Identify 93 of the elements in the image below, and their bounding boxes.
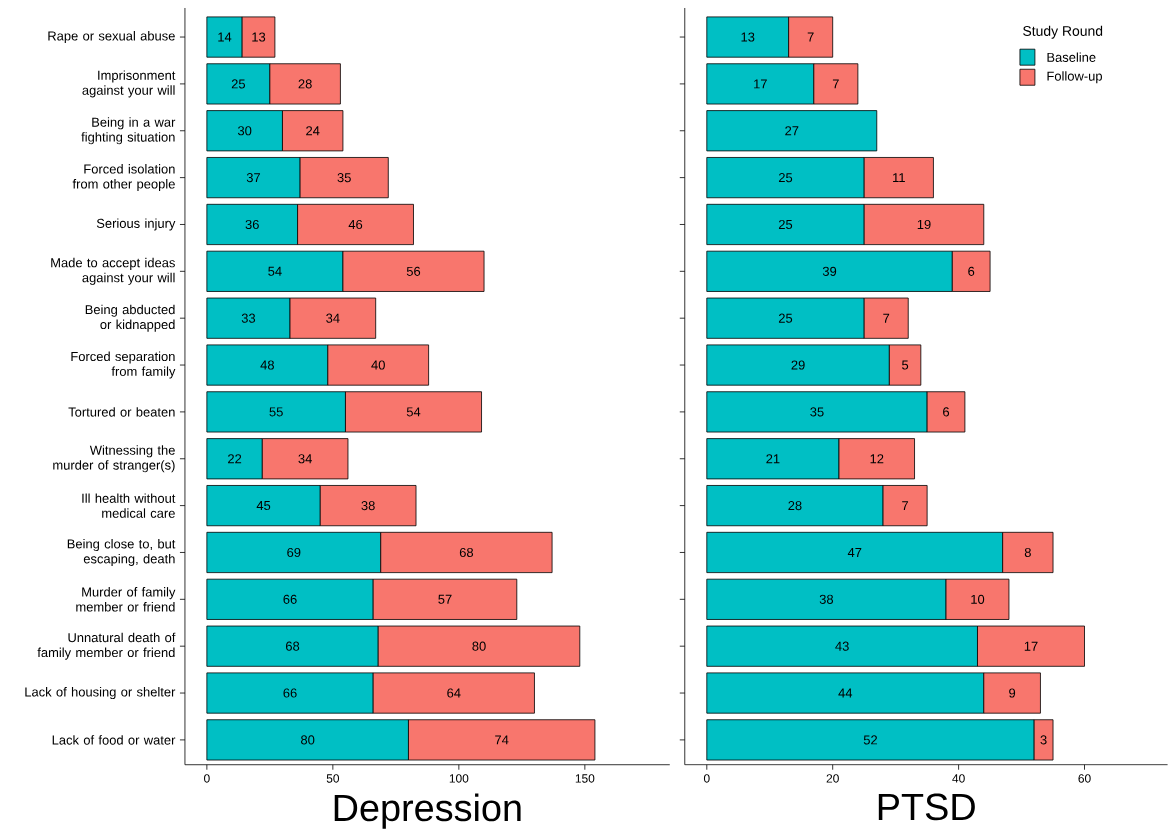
data-label: 34 bbox=[298, 454, 312, 464]
data-label: 11 bbox=[893, 173, 905, 183]
data-label: 38 bbox=[361, 500, 375, 511]
data-label: 12 bbox=[870, 454, 884, 464]
data-label: 6 bbox=[943, 407, 950, 417]
data-label: 3 bbox=[1040, 735, 1047, 745]
x-axis-title: Depression bbox=[334, 793, 521, 829]
data-label: 14 bbox=[218, 32, 232, 42]
data-label: 25 bbox=[778, 219, 793, 229]
data-label: 43 bbox=[835, 641, 849, 651]
data-label: 7 bbox=[902, 501, 909, 511]
data-label: 25 bbox=[231, 79, 246, 89]
y-tick-label: Being in a war fighting situation bbox=[81, 117, 176, 145]
data-label: 21 bbox=[766, 454, 780, 464]
x-tick-label: 20 bbox=[826, 774, 839, 783]
data-label: 6 bbox=[968, 266, 975, 276]
data-label: 30 bbox=[237, 126, 252, 136]
data-label: 27 bbox=[785, 126, 799, 136]
x-tick-label: 0 bbox=[703, 774, 710, 783]
y-tick-label: Forced isolation from other people bbox=[72, 164, 175, 192]
y-tick-label: Ill health without medical care bbox=[82, 493, 176, 518]
data-label: 80 bbox=[472, 641, 486, 651]
data-label: 45 bbox=[256, 501, 271, 511]
data-label: 55 bbox=[269, 407, 283, 417]
data-label: 44 bbox=[838, 688, 853, 698]
legend-label: Follow-up bbox=[1047, 71, 1102, 84]
x-tick-label: 100 bbox=[449, 774, 469, 783]
data-label: 29 bbox=[791, 360, 805, 370]
data-label: 19 bbox=[917, 219, 931, 229]
data-label: 52 bbox=[863, 735, 878, 745]
data-label: 25 bbox=[778, 172, 793, 183]
legend-label: Baseline bbox=[1047, 52, 1096, 62]
data-label: 22 bbox=[228, 454, 242, 464]
data-label: 48 bbox=[260, 360, 274, 370]
data-label: 64 bbox=[447, 688, 461, 698]
y-tick-label: Lack of food or water bbox=[52, 735, 176, 745]
y-tick-label: Being close to, but escaping, death bbox=[67, 538, 176, 566]
data-label: 5 bbox=[902, 360, 909, 370]
data-label: 80 bbox=[301, 735, 315, 745]
data-label: 7 bbox=[883, 313, 890, 323]
legend-title: Study Round bbox=[1023, 25, 1103, 39]
data-label: 25 bbox=[778, 313, 793, 323]
x-axis-title: PTSD bbox=[878, 793, 975, 821]
data-label: 66 bbox=[283, 688, 297, 698]
data-label: 9 bbox=[1009, 688, 1016, 698]
data-label: 17 bbox=[754, 79, 767, 89]
data-label: 34 bbox=[326, 313, 340, 323]
data-label: 13 bbox=[741, 32, 755, 42]
data-label: 24 bbox=[306, 126, 320, 136]
y-tick-label: Lack of housing or shelter bbox=[25, 686, 176, 700]
y-tick-label: Tortured or beaten bbox=[68, 407, 175, 417]
x-tick-label: 50 bbox=[326, 774, 340, 783]
data-label: 54 bbox=[268, 266, 282, 276]
data-label: 28 bbox=[298, 79, 312, 89]
data-label: 40 bbox=[371, 360, 385, 370]
y-tick-label: Imprisonment against your will bbox=[82, 70, 176, 98]
y-tick-label: Made to accept ideas against your will bbox=[51, 257, 175, 285]
x-tick-label: 40 bbox=[952, 774, 965, 783]
y-tick-label: Unnatural death of family member or friend bbox=[37, 632, 176, 660]
data-label: 8 bbox=[1024, 547, 1031, 557]
data-label: 68 bbox=[286, 641, 300, 651]
data-label: 74 bbox=[495, 735, 509, 745]
data-label: 54 bbox=[406, 407, 421, 417]
data-label: 35 bbox=[810, 407, 824, 417]
x-tick-label: 150 bbox=[575, 774, 595, 783]
data-label: 10 bbox=[971, 594, 985, 604]
data-label: 36 bbox=[245, 219, 259, 229]
data-label: 66 bbox=[283, 594, 297, 604]
y-tick-label: Witnessing the murder of stranger(s) bbox=[53, 445, 175, 473]
data-label: 7 bbox=[807, 32, 814, 42]
data-label: 57 bbox=[438, 594, 452, 604]
x-tick-label: 0 bbox=[204, 774, 210, 783]
data-label: 47 bbox=[847, 547, 862, 557]
y-tick-label: Rape or sexual abuse bbox=[48, 30, 175, 44]
data-label: 33 bbox=[241, 313, 256, 323]
data-label: 39 bbox=[822, 266, 837, 276]
data-label: 56 bbox=[406, 266, 421, 276]
y-tick-label: Murder of family member or friend bbox=[76, 587, 176, 612]
data-label: 35 bbox=[337, 172, 351, 183]
y-tick-label: Forced separation from family bbox=[71, 351, 176, 379]
x-tick-label: 60 bbox=[1078, 774, 1091, 783]
data-label: 69 bbox=[287, 547, 301, 557]
y-tick-label: Being abducted or kidnapped bbox=[85, 304, 175, 332]
data-label: 38 bbox=[819, 594, 834, 604]
data-label: 7 bbox=[832, 79, 839, 89]
data-label: 68 bbox=[459, 547, 474, 557]
data-label: 46 bbox=[348, 219, 363, 229]
bar bbox=[706, 110, 878, 152]
data-label: 17 bbox=[1024, 641, 1038, 651]
data-label: 13 bbox=[252, 32, 266, 42]
data-label: 37 bbox=[246, 172, 261, 183]
y-tick-label: Serious injury bbox=[96, 218, 176, 231]
data-label: 28 bbox=[788, 500, 802, 511]
